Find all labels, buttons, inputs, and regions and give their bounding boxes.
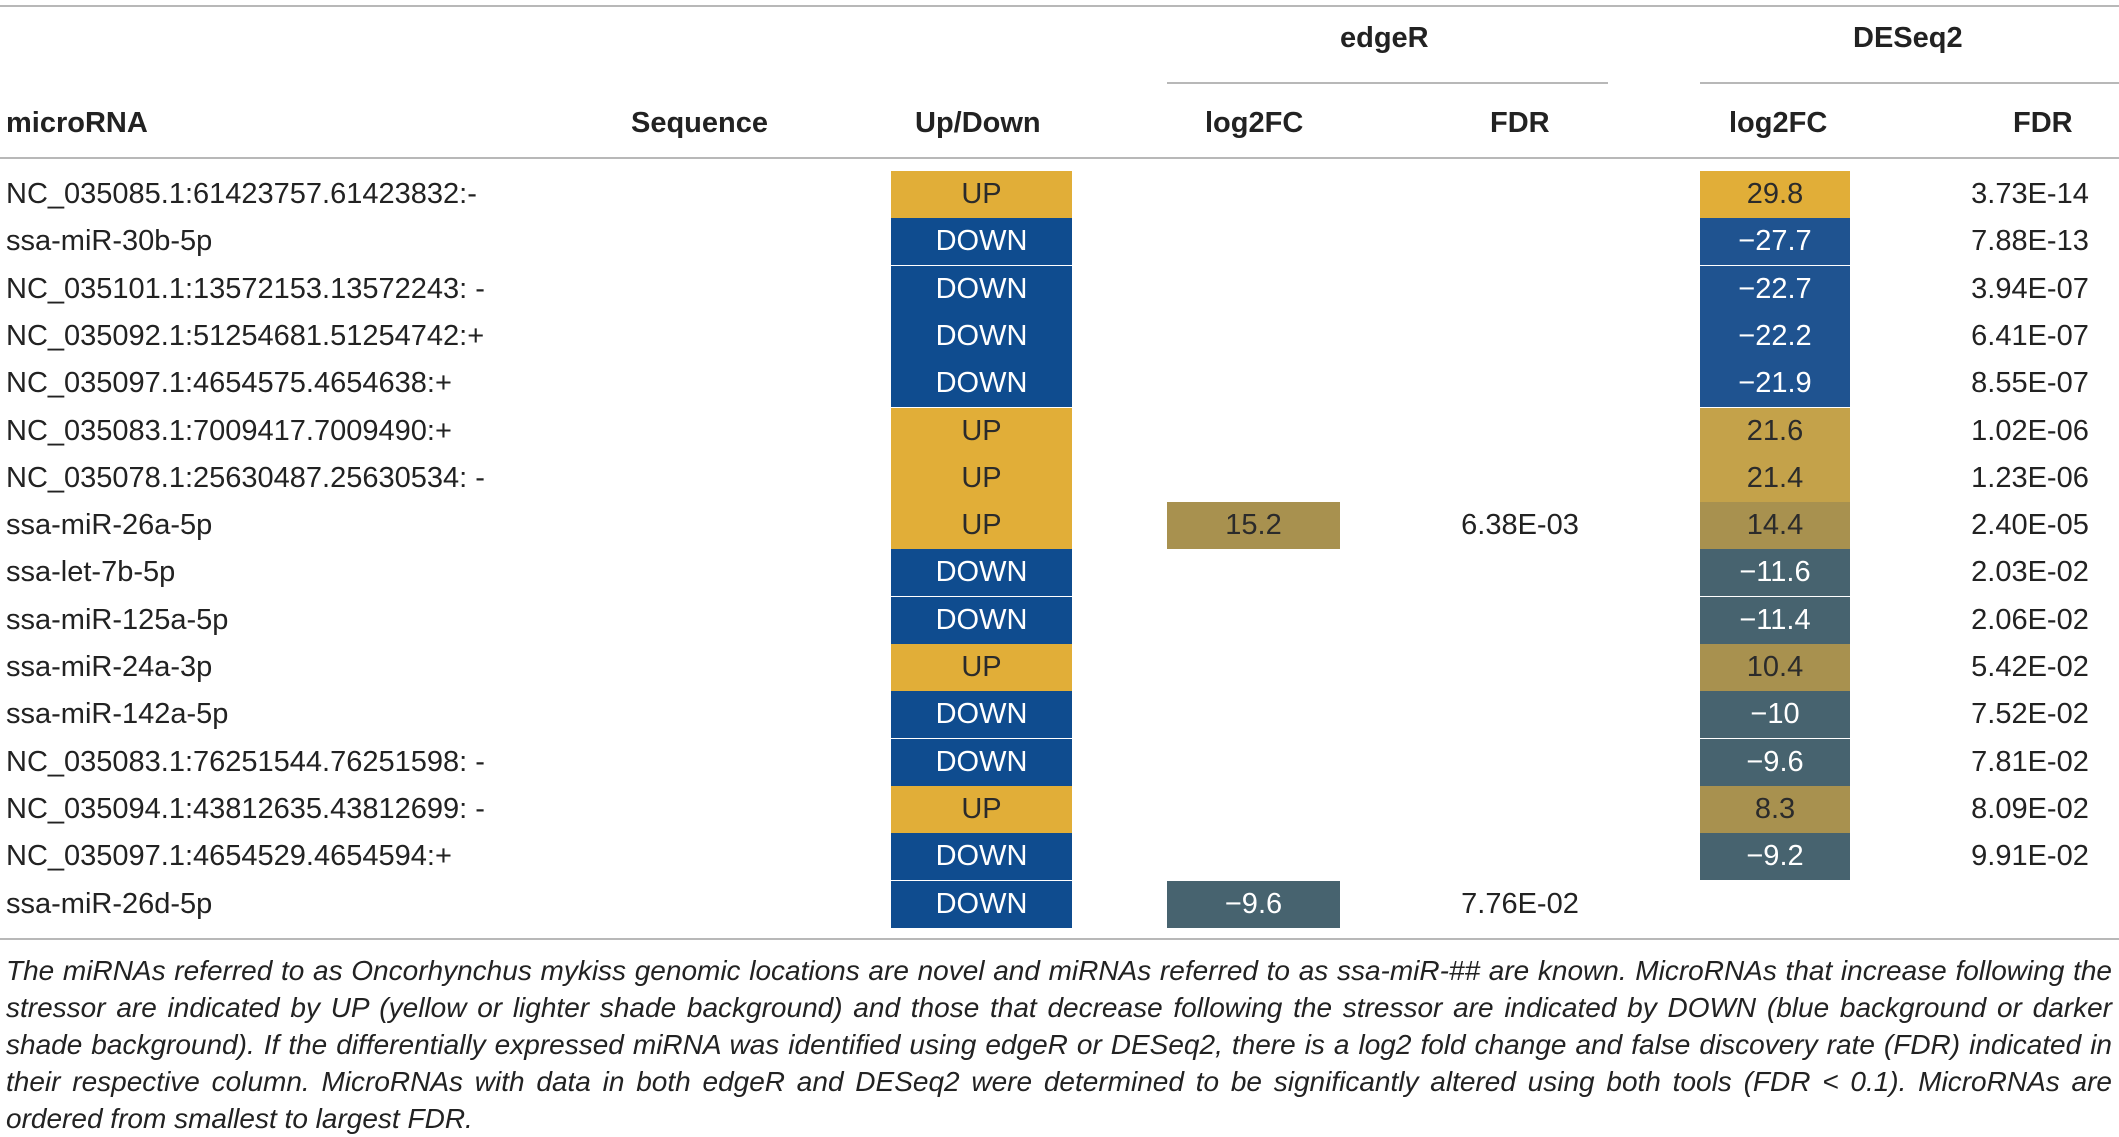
deseq2-log2fc-cell: 14.4 xyxy=(1700,502,1850,550)
deseq2-log2fc-cell: −21.9 xyxy=(1700,360,1850,408)
deseq2-log2fc-cell: 10.4 xyxy=(1700,644,1850,691)
edger-fdr-value: 6.38E-03 xyxy=(1461,509,1579,542)
microrna-name: NC_035097.1:4654529.4654594:+ xyxy=(6,840,452,873)
deseq2-log2fc-cell: −22.7 xyxy=(1700,265,1850,313)
edger-fdr-value: 7.76E-02 xyxy=(1461,887,1579,920)
deseq2-log2fc-cell: −9.6 xyxy=(1700,738,1850,786)
direction-cell: UP xyxy=(891,454,1072,502)
table-top-rule xyxy=(0,5,2119,7)
deseq2-log2fc-cell: −22.2 xyxy=(1700,312,1850,360)
microrna-name: NC_035078.1:25630487.25630534: - xyxy=(6,461,485,494)
group-header-deseq2: DESeq2 xyxy=(1853,22,1963,54)
direction-cell: DOWN xyxy=(891,691,1072,739)
deseq2-fdr-value: 9.91E-02 xyxy=(1971,840,2089,873)
deseq2-fdr-value: 5.42E-02 xyxy=(1971,651,2089,683)
direction-cell: UP xyxy=(891,407,1072,455)
deseq2-fdr-value: 3.73E-14 xyxy=(1971,178,2089,210)
deseq2-fdr-value: 7.52E-02 xyxy=(1971,698,2089,731)
deseq2-log2fc-cell: −9.2 xyxy=(1700,833,1850,881)
column-header-microrna: microRNA xyxy=(6,107,148,139)
column-header-deseq2-log2fc: log2FC xyxy=(1729,107,1828,139)
deseq2-log2fc-cell: 8.3 xyxy=(1700,785,1850,833)
deseq2-fdr-value: 1.23E-06 xyxy=(1971,461,2089,494)
microrna-name: NC_035092.1:51254681.51254742:+ xyxy=(6,319,485,352)
group-header-edger: edgeR xyxy=(1340,22,1429,54)
header-bottom-rule xyxy=(0,157,2119,159)
edger-log2fc-cell: 15.2 xyxy=(1167,502,1340,550)
direction-cell: DOWN xyxy=(891,833,1072,881)
deseq2-fdr-value: 1.02E-06 xyxy=(1971,414,2089,447)
direction-cell: UP xyxy=(891,502,1072,550)
microrna-name: NC_035101.1:13572153.13572243: - xyxy=(6,272,485,305)
table-bottom-rule xyxy=(0,938,2119,940)
direction-cell: UP xyxy=(891,644,1072,691)
microrna-name: ssa-miR-24a-3p xyxy=(6,651,213,683)
column-header-deseq2-fdr: FDR xyxy=(2013,107,2073,139)
direction-cell: DOWN xyxy=(891,265,1072,313)
deseq2-log2fc-cell: 29.8 xyxy=(1700,171,1850,218)
deseq2-fdr-value: 2.06E-02 xyxy=(1971,603,2089,636)
direction-cell: DOWN xyxy=(891,360,1072,408)
direction-cell: DOWN xyxy=(891,218,1072,266)
microrna-name: ssa-let-7b-5p xyxy=(6,556,176,589)
deseq2-log2fc-cell: −27.7 xyxy=(1700,218,1850,266)
deseq2-log2fc-cell: −11.6 xyxy=(1700,549,1850,597)
direction-cell: DOWN xyxy=(891,738,1072,786)
column-header-sequence: Sequence xyxy=(631,107,768,139)
deseq2-fdr-value: 7.81E-02 xyxy=(1971,745,2089,778)
column-header-edger-log2fc: log2FC xyxy=(1205,107,1304,139)
deseq2-log2fc-cell: −11.4 xyxy=(1700,596,1850,644)
deseq2-fdr-value: 2.03E-02 xyxy=(1971,556,2089,589)
deseq2-group-rule xyxy=(1700,82,2119,84)
deseq2-fdr-value: 7.88E-13 xyxy=(1971,225,2089,258)
deseq2-log2fc-cell: 21.6 xyxy=(1700,407,1850,455)
deseq2-fdr-value: 8.09E-02 xyxy=(1971,792,2089,825)
microrna-name: NC_035085.1:61423757.61423832:- xyxy=(6,178,477,210)
microrna-name: NC_035097.1:4654575.4654638:+ xyxy=(6,367,452,400)
microrna-name: ssa-miR-125a-5p xyxy=(6,603,229,636)
deseq2-fdr-value: 2.40E-05 xyxy=(1971,509,2089,542)
microrna-name: NC_035083.1:76251544.76251598: - xyxy=(6,745,485,778)
deseq2-log2fc-cell: 21.4 xyxy=(1700,454,1850,502)
deseq2-log2fc-cell: −10 xyxy=(1700,691,1850,739)
edger-group-rule xyxy=(1167,82,1608,84)
microrna-name: NC_035083.1:7009417.7009490:+ xyxy=(6,414,452,447)
deseq2-fdr-value: 3.94E-07 xyxy=(1971,272,2089,305)
deseq2-fdr-value: 8.55E-07 xyxy=(1971,367,2089,400)
column-header-edger-fdr: FDR xyxy=(1490,107,1550,139)
microrna-name: NC_035094.1:43812635.43812699: - xyxy=(6,792,485,825)
direction-cell: DOWN xyxy=(891,549,1072,597)
table-caption: The miRNAs referred to as Oncorhynchus m… xyxy=(6,955,2112,1134)
microrna-name: ssa-miR-26a-5p xyxy=(6,509,213,542)
direction-cell: DOWN xyxy=(891,312,1072,360)
direction-cell: DOWN xyxy=(891,596,1072,644)
microrna-name: ssa-miR-30b-5p xyxy=(6,225,213,258)
direction-cell: DOWN xyxy=(891,880,1072,928)
deseq2-fdr-value: 6.41E-07 xyxy=(1971,319,2089,352)
edger-log2fc-cell: −9.6 xyxy=(1167,880,1340,928)
column-header-updown: Up/Down xyxy=(915,107,1041,139)
microrna-name: ssa-miR-142a-5p xyxy=(6,698,229,731)
direction-cell: UP xyxy=(891,171,1072,218)
microrna-name: ssa-miR-26d-5p xyxy=(6,887,213,920)
direction-cell: UP xyxy=(891,785,1072,833)
